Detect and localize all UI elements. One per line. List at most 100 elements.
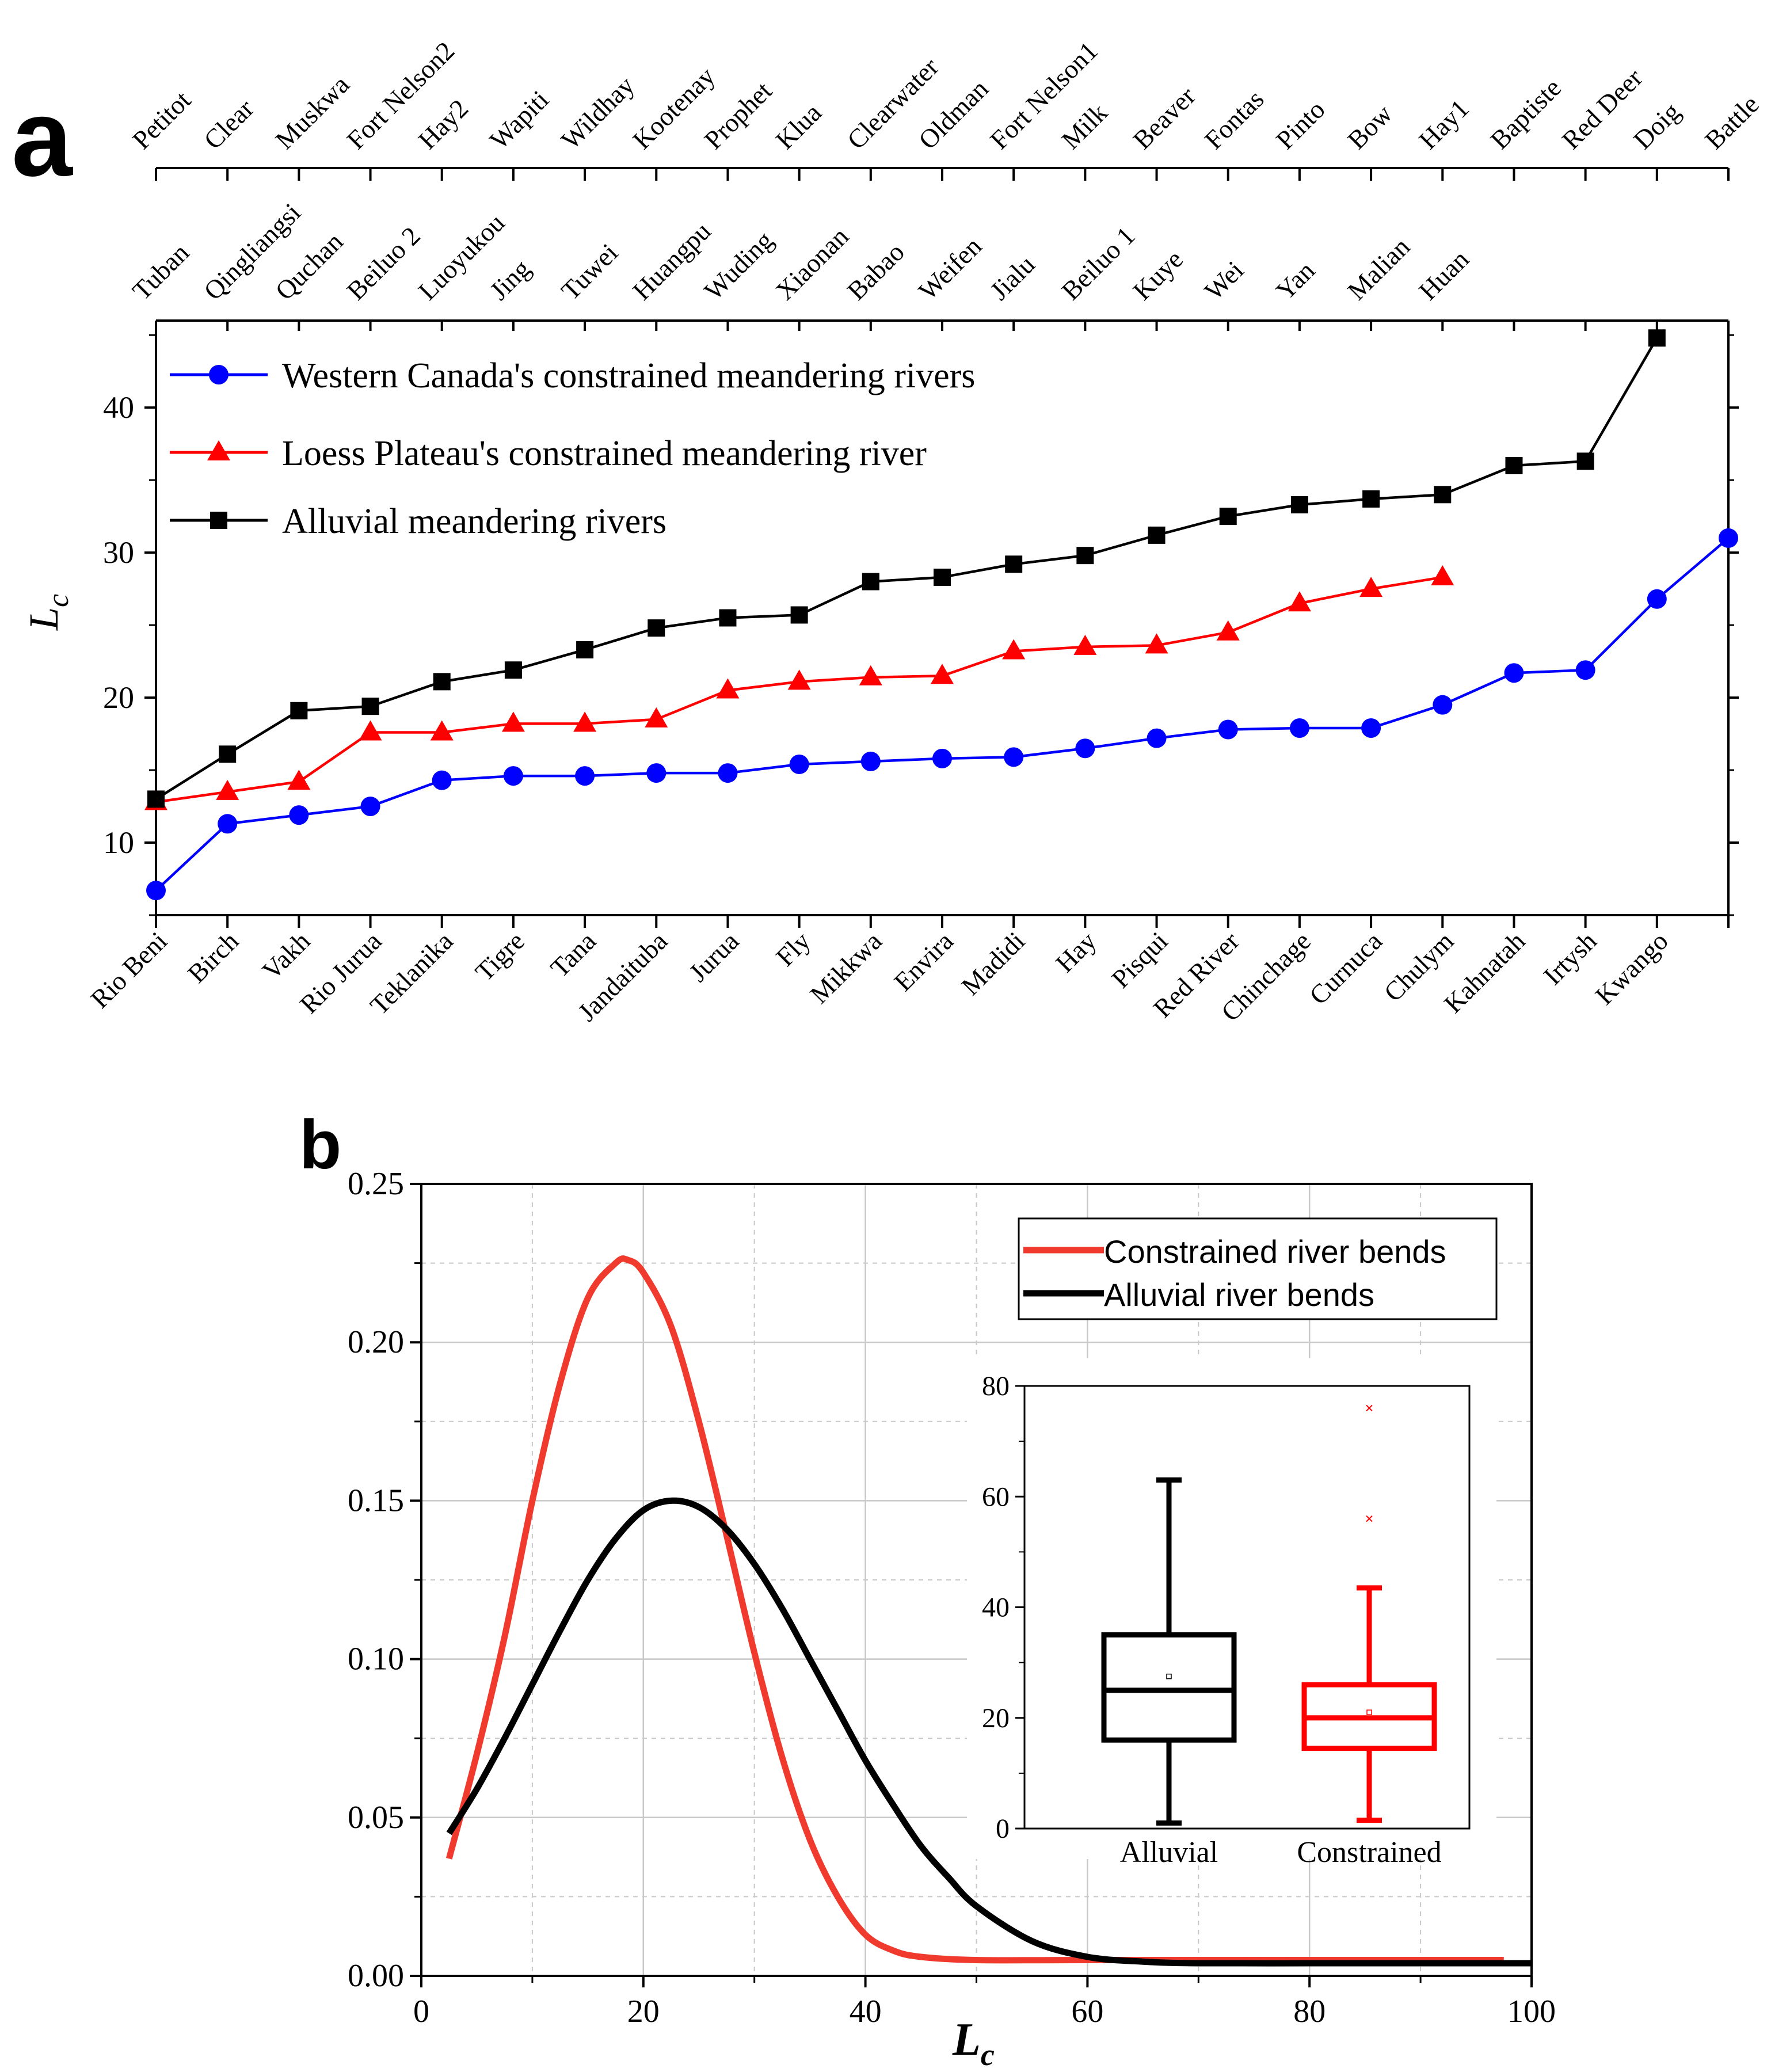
top-axis-label-row1: Fontas [1199,84,1270,155]
top-axis-label-row1: Beaver [1128,81,1201,155]
top-axis-label-row2: Jialu [984,250,1041,306]
data-point [1648,329,1666,347]
data-point [932,748,952,768]
box-iqr [1101,1632,1237,1743]
top-axis-label-row1: Hay1 [1413,94,1475,155]
x-tick-label: 40 [850,1994,882,2029]
data-point [503,766,523,786]
data-point [934,568,951,586]
inset-y-tick-label: 0 [996,1814,1010,1844]
inset-y-tick-label: 80 [982,1371,1010,1401]
data-point [789,754,809,774]
box-outlier [1366,1404,1373,1412]
y-axis-label: Lc [21,594,75,631]
data-point [1075,738,1095,759]
panel-b-chart: b 0 20 40 60 80 100 0.00 0.05 0.10 0.15 0.20 0.25 Lc C… [299,1106,1556,2072]
data-point [1076,547,1094,565]
series-line [155,537,1730,892]
top-axis-label-row2: Xiaonan [770,222,854,306]
top-axis-label-row1: Baptiste [1484,73,1567,155]
top-axis-label-row1: Pinto [1270,94,1331,155]
box-alluvial [1101,1477,1237,1826]
inset-x-label: Alluvial [1120,1836,1218,1869]
data-point [1504,663,1524,683]
series-square [147,329,1666,808]
data-point [1431,565,1454,585]
y-axis-label-main: L [21,607,67,631]
data-point [1147,728,1167,748]
box-mean-marker [1166,1673,1172,1679]
top-axis-label-row1: Klua [770,98,827,155]
data-point [1218,719,1238,740]
data-point [1505,456,1523,474]
data-point [1433,695,1453,715]
top-axis-label-row2: Wei [1199,255,1250,306]
top-axis-label-row1: Milk [1056,98,1113,155]
data-point [504,661,522,679]
box-outlier [1366,1515,1373,1522]
y-tick-label: 10 [103,825,134,860]
inset-y-tick-label: 40 [982,1593,1010,1623]
data-point [287,770,311,790]
y-tick-label: 20 [103,680,134,715]
bottom-axis-label: Jurua [683,926,745,988]
y-tick-label: 0.05 [348,1800,404,1835]
legend-label: Constrained river bends [1104,1233,1446,1270]
box-constrained [1301,1404,1437,1823]
data-point [1216,620,1240,641]
data-point [1004,747,1024,767]
legend-label: Alluvial meandering rivers [282,502,666,541]
data-point [1362,490,1380,508]
x-axis-label: Lc [952,2014,995,2072]
data-point [359,720,382,741]
data-point [1005,555,1023,573]
data-point [719,609,737,627]
legend-marker [209,365,228,384]
legend-label: Loess Plateau's constrained meandering r… [282,434,927,473]
top-axis-label-row1: Wildhay [555,70,640,155]
top-axis-label-row2: Beiluo 1 [1056,221,1140,306]
bottom-axis-label: Fly [770,926,816,972]
inset-boxplot: 0 20 40 60 80 Alluvial Constrained [967,1358,1496,1869]
data-point [573,711,597,732]
bottom-axis-label: Vakh [257,926,316,985]
data-point [1575,660,1595,680]
top-axis-label-row2: Babao [841,237,910,306]
density-curve [445,1255,1504,1964]
data-point [1647,589,1667,609]
data-point [860,751,881,771]
y-tick-label: 0.00 [348,1958,404,1994]
y-tick-label: 40 [103,390,134,425]
top-axis-label-row2: Tuwei [555,238,623,306]
top-axis-label-row1: Clear [198,94,260,155]
data-point [859,665,882,685]
bottom-axis-label: Envira [888,926,959,997]
x-tick-label: 100 [1507,1994,1556,2029]
data-point [575,766,595,786]
bottom-axis-label: Birch [182,926,244,988]
top-axis-label-row1: Battle [1699,89,1765,155]
y-tick-label: 0.20 [348,1324,404,1360]
y-axis-label-sub: c [42,594,75,607]
bottom-axis-label: Madidi [955,926,1030,1001]
top-axis-label-row2: Kuye [1128,245,1189,306]
top-axis-label-row1: Bow [1342,98,1398,155]
legend-label: Western Canada's constrained meandering … [282,356,975,395]
top-axis-label-row2: Yan [1270,256,1320,306]
y-tick-label: 0.10 [348,1641,404,1677]
data-point [360,797,380,817]
legend-label: Alluvial river bends [1104,1277,1374,1313]
data-point [1289,718,1309,738]
top-axis-label-row1: Petitot [127,85,196,155]
top-axis-label-row2: Huangpu [627,216,716,306]
data-point [576,641,594,658]
x-tick-label: 0 [413,1994,429,2029]
data-point [1002,639,1026,660]
y-tick-label: 0.15 [348,1483,404,1518]
top-axis-label-row1: Doig [1628,97,1686,155]
x-tick-label: 60 [1071,1994,1103,2029]
data-point [1434,486,1452,504]
y-tick-label: 0.25 [348,1166,404,1202]
